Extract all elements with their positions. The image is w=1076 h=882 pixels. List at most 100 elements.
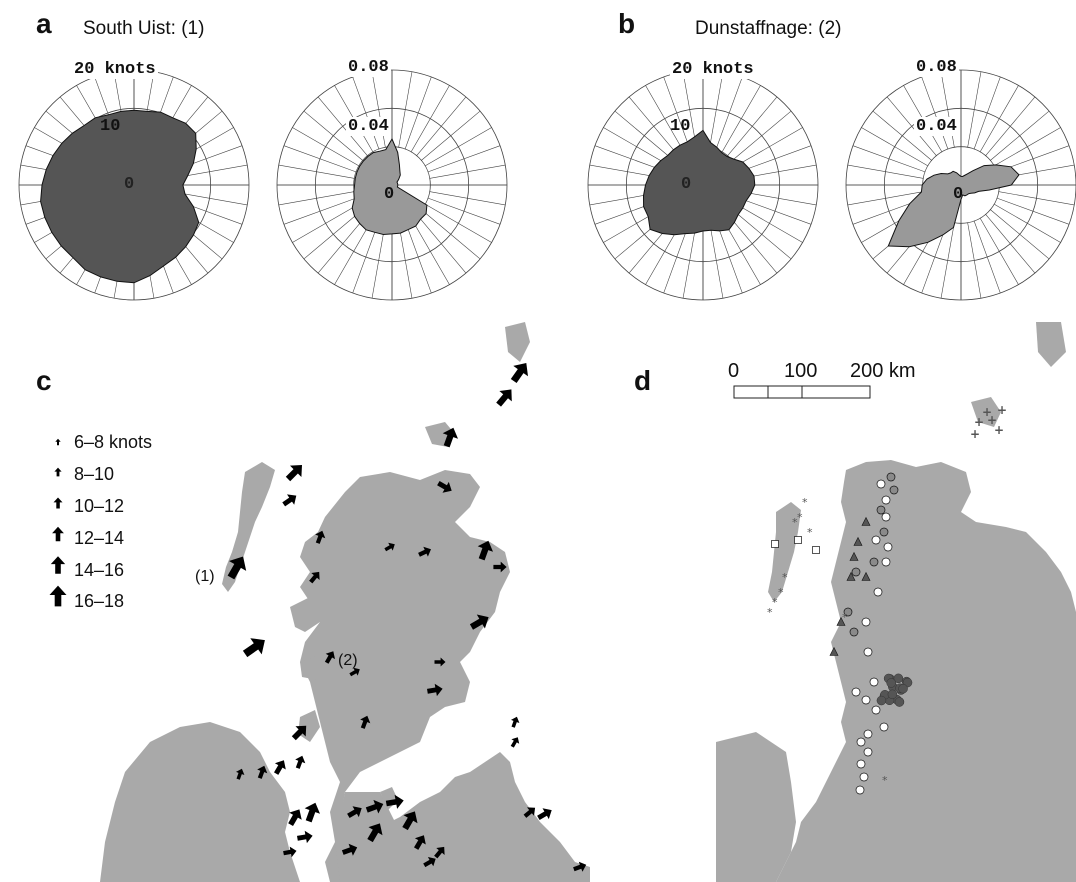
scale-tick-200: 200 km xyxy=(850,360,916,382)
freq-rose-dunstaffnage-spoke xyxy=(979,217,1019,285)
site-marker-cluster xyxy=(886,678,896,688)
site-marker-circle xyxy=(879,722,889,732)
site-marker-square xyxy=(771,540,779,548)
freq-rose-south-uist-spoke xyxy=(292,127,360,167)
freq-rose-south-uist-spoke xyxy=(398,71,413,148)
frequency-rose-south-uist xyxy=(276,69,508,301)
speed-rose-dunstaffnage-spoke xyxy=(663,76,691,150)
freq-rose-south-uist-spoke xyxy=(416,213,467,274)
site-marker-circle xyxy=(851,687,861,697)
freq-rose-dunstaffnage-spoke xyxy=(996,197,1070,225)
speed-rose-dunstaffnage-spoke xyxy=(735,127,803,167)
site-marker-circle xyxy=(869,677,879,687)
site-marker-square xyxy=(812,546,820,554)
wind-arrow xyxy=(285,465,302,482)
wind-arrow xyxy=(402,811,418,831)
site-marker-star: * xyxy=(792,516,798,529)
wind-arrow xyxy=(523,807,536,818)
freq-rose-south-uist-spoke xyxy=(424,203,492,243)
site-marker-cross: + xyxy=(974,415,984,429)
speed-rose-dunstaffnage-spoke xyxy=(727,213,778,274)
ireland-d xyxy=(716,732,796,882)
freq-zero-label-a: 0 xyxy=(384,185,395,204)
freq-zero-label-b: 0 xyxy=(953,185,964,204)
freq-rose-dunstaffnage-spoke xyxy=(872,110,933,161)
site-marker-circle xyxy=(861,695,871,705)
wind-arrow xyxy=(442,427,458,448)
freq-rose-dunstaffnage-spoke xyxy=(886,96,937,157)
wind-arrow xyxy=(347,806,362,818)
site-marker-star: * xyxy=(802,496,808,509)
freq-rose-dunstaffnage-spoke xyxy=(989,110,1050,161)
speed-rose-dunstaffnage-spoke xyxy=(682,222,697,299)
freq-rose-dunstaffnage-spoke xyxy=(993,127,1061,167)
site-marker-cluster xyxy=(894,697,905,707)
freq-rose-south-uist-spoke xyxy=(429,164,506,179)
scale-bar xyxy=(733,385,871,399)
freq-rose-dunstaffnage-spoke xyxy=(847,191,924,206)
wind-speed-legend xyxy=(49,438,67,607)
wind-arrow xyxy=(282,494,297,507)
speed-rose-south-uist-polygon xyxy=(40,109,200,284)
wind-arrow xyxy=(315,530,326,544)
freq-rose-south-uist-spoke xyxy=(429,191,506,206)
legend-arrow-2 xyxy=(54,467,62,477)
freq-rose-south-uist-spoke xyxy=(427,145,501,173)
species-distribution-map: ******** **++++++ xyxy=(716,322,1076,882)
isle-of-mull xyxy=(300,655,330,680)
legend-arrow-5 xyxy=(50,556,66,574)
site-marker-star: * xyxy=(767,606,773,619)
site-marker-circle xyxy=(856,737,866,747)
freq-rose-south-uist-spoke xyxy=(410,217,450,285)
speed-rose-dunstaffnage-spoke xyxy=(709,222,724,299)
site-marker-circle xyxy=(863,729,873,739)
wind-arrow xyxy=(309,571,320,584)
freq-outer-label-b: 0.08 xyxy=(914,58,959,77)
site-marker-cluster xyxy=(898,683,908,694)
legend-arrow-6 xyxy=(49,585,67,607)
speed-rose-south-uist xyxy=(18,69,250,301)
freq-mid-label-b: 0.04 xyxy=(914,117,959,136)
wind-arrow xyxy=(493,561,507,573)
freq-rose-south-uist-spoke xyxy=(404,220,432,294)
speed-ring-label-b: 10 xyxy=(670,117,691,136)
freq-rose-dunstaffnage-spoke xyxy=(973,220,1001,294)
site-marker-circle xyxy=(871,535,881,545)
freq-rose-south-uist-spoke xyxy=(398,222,413,299)
speed-rose-dunstaffnage xyxy=(587,69,819,301)
wind-arrow xyxy=(365,799,384,814)
wind-arrow xyxy=(511,716,520,728)
site-marker-circle xyxy=(879,527,889,537)
site-marker-triangle xyxy=(849,551,859,561)
freq-rose-south-uist-spoke xyxy=(292,203,360,243)
wind-arrow xyxy=(510,737,520,748)
speed-rose-dunstaffnage-spoke xyxy=(738,145,812,173)
legend-item-6: 16–18 xyxy=(74,591,125,611)
speed-rose-dunstaffnage-spoke xyxy=(715,220,743,294)
freq-rose-dunstaffnage-spoke xyxy=(847,164,924,179)
site-marker-circle xyxy=(863,647,873,657)
site-marker-star: * xyxy=(772,596,778,609)
legend-item-1: 6–8 knots xyxy=(74,432,153,452)
freq-rose-dunstaffnage-spoke xyxy=(852,145,926,173)
wind-arrow xyxy=(385,794,404,809)
freq-rose-dunstaffnage-spoke xyxy=(861,127,929,167)
speed-rose-dunstaffnage-spoke xyxy=(682,71,697,148)
legend-item-2: 8–10 xyxy=(74,464,115,484)
panel-letter-c: c xyxy=(36,365,52,396)
speed-rose-dunstaffnage-spoke xyxy=(721,85,761,153)
speed-scale-label-b: 20 knots xyxy=(670,60,756,79)
speed-rose-dunstaffnage-spoke xyxy=(715,76,743,150)
shetland xyxy=(505,322,530,362)
land xyxy=(100,322,590,882)
scale-tick-100: 100 xyxy=(784,360,818,382)
site-marker-circle xyxy=(889,485,899,495)
rose-title-dunstaffnage: Dunstaffnage: (2) xyxy=(695,18,842,39)
wind-arrow xyxy=(297,830,313,844)
speed-scale-label-a: 20 knots xyxy=(72,60,158,79)
wind-arrow xyxy=(242,638,265,658)
islay-jura xyxy=(298,710,320,742)
wind-arrow xyxy=(349,667,360,677)
orkney-d xyxy=(971,397,1001,427)
site-marker-star: * xyxy=(797,511,803,524)
